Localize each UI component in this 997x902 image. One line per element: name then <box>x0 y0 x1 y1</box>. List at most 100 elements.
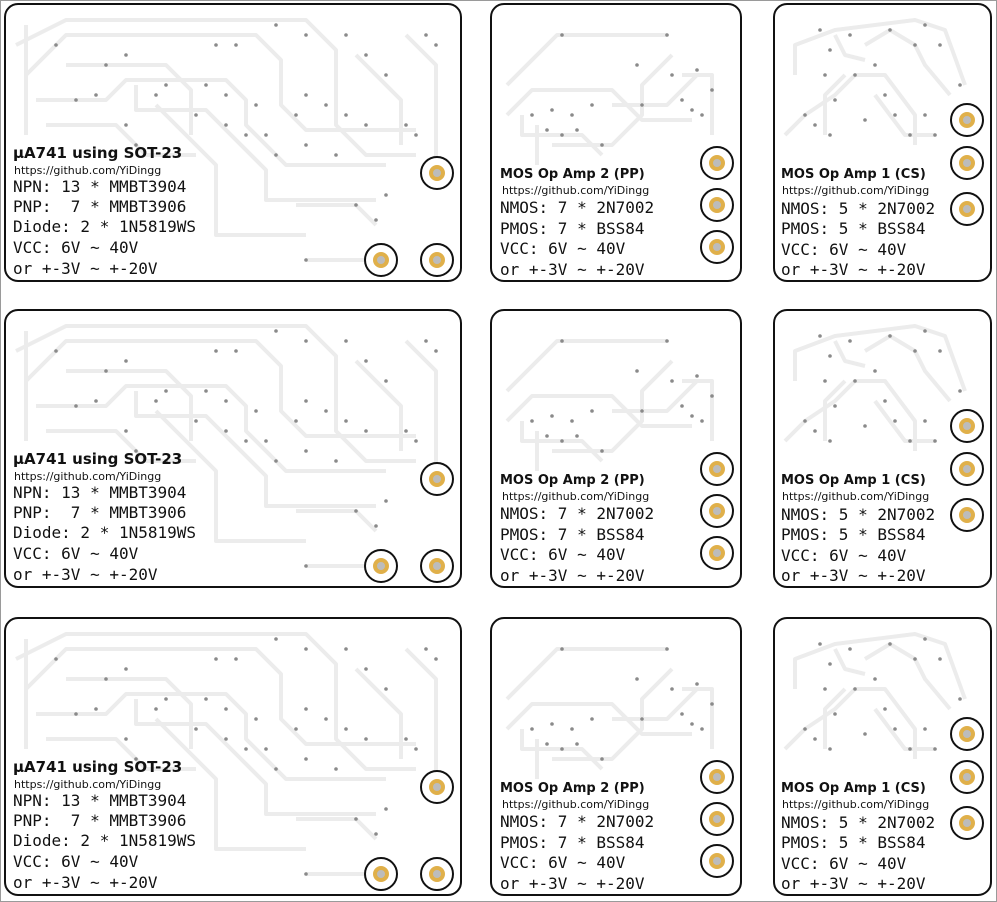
via-dot <box>813 737 817 741</box>
via-dot <box>74 98 78 102</box>
via-dot <box>575 434 579 438</box>
via-dot <box>530 727 534 731</box>
copper-trace <box>612 73 699 107</box>
via-dot <box>264 747 268 751</box>
via-dot <box>344 419 348 423</box>
spec-line: VCC: 6V ~ 40V <box>13 238 139 257</box>
via-dot <box>414 133 418 137</box>
spec-line: or +-3V ~ +-20V <box>13 259 158 278</box>
copper-trace <box>803 379 917 451</box>
board-mos-pp-row2: MOS Op Amp 2 (PP) https://github.com/YiD… <box>490 309 742 588</box>
via-dot <box>304 564 308 568</box>
board-title: µA741 using SOT-23 <box>13 450 183 468</box>
copper-trace <box>354 359 403 451</box>
via-dot <box>600 449 604 453</box>
via-dot <box>640 409 644 413</box>
via-dot <box>124 53 128 57</box>
via-dot <box>958 697 962 701</box>
board-url: https://github.com/YiDingg <box>14 164 162 177</box>
via-dot <box>94 93 98 97</box>
via-dot <box>404 737 408 741</box>
via-dot <box>234 657 238 661</box>
via-dot <box>550 722 554 726</box>
copper-trace <box>505 339 667 393</box>
spec-line: VCC: 6V ~ 40V <box>13 852 139 871</box>
spec-line: NMOS: 5 * 2N7002 <box>781 813 936 832</box>
via-dot <box>923 637 927 641</box>
via-dot <box>224 429 228 433</box>
via-dot <box>853 687 857 691</box>
trace-layer <box>783 324 967 451</box>
via-dot <box>344 647 348 651</box>
spec-line: or +-3V ~ +-20V <box>781 566 926 585</box>
via-dot <box>204 697 208 701</box>
copper-trace <box>873 399 935 443</box>
via-dot <box>124 667 128 671</box>
via-dot <box>424 339 428 343</box>
via-dot <box>923 113 927 117</box>
via-dot <box>670 73 674 77</box>
via-dot <box>214 349 218 353</box>
via-dot <box>324 103 328 107</box>
via-dot <box>94 399 98 403</box>
copper-trace <box>134 699 376 816</box>
via-dot <box>670 687 674 691</box>
trace-layer <box>783 632 967 759</box>
via-dot <box>74 404 78 408</box>
via-dot <box>550 414 554 418</box>
via-dot <box>590 103 594 107</box>
via-dot <box>304 707 308 711</box>
copper-trace <box>612 379 699 413</box>
via-dot <box>560 339 564 343</box>
via-dot <box>134 449 138 453</box>
via-dot <box>274 459 278 463</box>
via-dot <box>244 133 248 137</box>
board-title: µA741 using SOT-23 <box>13 758 183 776</box>
spec-line: or +-3V ~ +-20V <box>500 874 645 893</box>
copper-trace <box>296 817 378 841</box>
via-dot <box>665 647 669 651</box>
via-dot <box>434 43 438 47</box>
board-title: MOS Op Amp 1 (CS) <box>781 167 926 182</box>
via-dot <box>194 419 198 423</box>
via-dot <box>670 379 674 383</box>
via-dot <box>828 439 832 443</box>
spec-line: NMOS: 7 * 2N7002 <box>500 198 655 217</box>
via-dot <box>575 742 579 746</box>
spec-line: Diode: 2 * 1N5819WS <box>13 523 197 542</box>
via-dot <box>680 98 684 102</box>
copper-trace <box>783 727 807 751</box>
copper-trace <box>296 203 378 227</box>
via-dot <box>414 747 418 751</box>
via-dot <box>888 28 892 32</box>
via-dot <box>224 399 228 403</box>
via-dot <box>570 113 574 117</box>
mounting-pad <box>364 549 398 583</box>
spec-line: PMOS: 5 * BSS84 <box>781 833 926 852</box>
via-dot <box>364 359 368 363</box>
spec-line: PNP: 7 * MMBT3906 <box>13 503 187 522</box>
spec-line: Diode: 2 * 1N5819WS <box>13 831 197 850</box>
via-dot <box>913 657 917 661</box>
spec-line: PNP: 7 * MMBT3906 <box>13 197 187 216</box>
copper-trace <box>154 409 306 543</box>
via-dot <box>600 143 604 147</box>
via-dot <box>803 419 807 423</box>
via-dot <box>384 193 388 197</box>
mounting-pad <box>420 549 454 583</box>
via-dot <box>570 727 574 731</box>
board-title: µA741 using SOT-23 <box>13 144 183 162</box>
via-dot <box>334 459 338 463</box>
via-dot <box>818 28 822 32</box>
via-dot <box>923 23 927 27</box>
via-dot <box>818 642 822 646</box>
via-dot <box>364 429 368 433</box>
board-url: https://github.com/YiDingg <box>14 470 162 483</box>
via-dot <box>803 727 807 731</box>
via-dot <box>354 509 358 513</box>
via-dot <box>294 113 298 117</box>
copper-trace <box>46 429 196 463</box>
via-dot <box>304 757 308 761</box>
via-dot <box>933 747 937 751</box>
copper-trace <box>36 692 386 781</box>
